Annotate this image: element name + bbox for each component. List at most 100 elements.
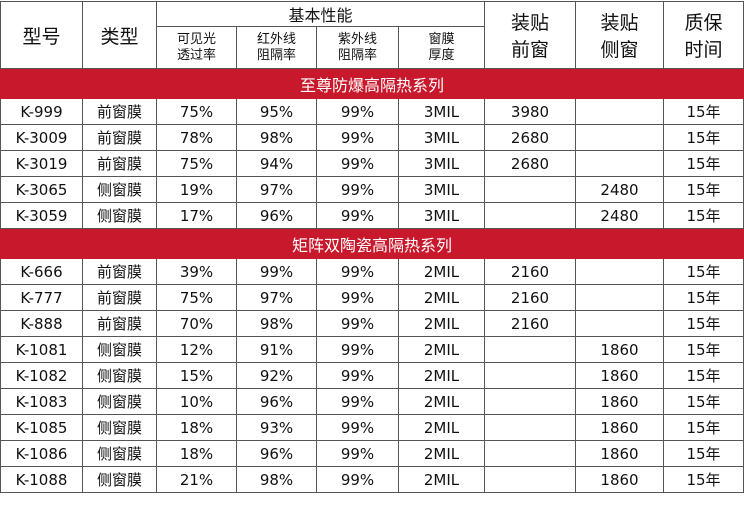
cell-ir: 92% — [236, 362, 317, 389]
cell-front: 2680 — [484, 150, 577, 177]
cell-thickness: 2MIL — [397, 336, 486, 363]
cell-type: 前窗膜 — [82, 98, 157, 125]
cell-uv: 99% — [316, 310, 399, 337]
cell-ir: 98% — [236, 124, 317, 151]
header-type: 类型 — [82, 1, 157, 69]
cell-ir: 99% — [236, 258, 317, 285]
cell-side: 2480 — [575, 202, 665, 229]
cell-front — [484, 388, 577, 415]
cell-warranty: 15年 — [663, 150, 744, 177]
cell-thickness: 3MIL — [397, 124, 486, 151]
cell-ir: 98% — [236, 466, 317, 493]
cell-ir: 91% — [236, 336, 317, 363]
cell-type: 侧窗膜 — [82, 202, 157, 229]
table-row: K-777 前窗膜 75% 97% 99% 2MIL 2160 15年 — [0, 284, 744, 311]
cell-model: K-888 — [0, 310, 83, 337]
section-band: 矩阵双陶瓷高隔热系列 — [0, 228, 744, 259]
header-side-price: 装贴 侧窗 — [575, 1, 665, 69]
header-ir: 红外线 阻隔率 — [236, 26, 317, 69]
cell-uv: 99% — [316, 258, 399, 285]
cell-thickness: 2MIL — [397, 310, 486, 337]
cell-thickness: 2MIL — [397, 284, 486, 311]
cell-front — [484, 440, 577, 467]
cell-vlt: 75% — [156, 150, 237, 177]
cell-warranty: 15年 — [663, 362, 744, 389]
cell-ir: 97% — [236, 176, 317, 203]
cell-vlt: 19% — [156, 176, 237, 203]
cell-uv: 99% — [316, 440, 399, 467]
table-row: K-1083 侧窗膜 10% 96% 99% 2MIL 1860 15年 — [0, 388, 744, 415]
cell-thickness: 2MIL — [397, 258, 486, 285]
cell-type: 前窗膜 — [82, 310, 157, 337]
cell-side — [575, 98, 665, 125]
cell-warranty: 15年 — [663, 388, 744, 415]
cell-type: 侧窗膜 — [82, 466, 157, 493]
cell-ir: 93% — [236, 414, 317, 441]
cell-model: K-1083 — [0, 388, 83, 415]
cell-type: 前窗膜 — [82, 150, 157, 177]
cell-model: K-666 — [0, 258, 83, 285]
cell-side: 1860 — [575, 362, 665, 389]
cell-vlt: 21% — [156, 466, 237, 493]
cell-side: 1860 — [575, 440, 665, 467]
cell-uv: 99% — [316, 202, 399, 229]
cell-side: 1860 — [575, 336, 665, 363]
cell-model: K-777 — [0, 284, 83, 311]
cell-uv: 99% — [316, 176, 399, 203]
table-row: K-666 前窗膜 39% 99% 99% 2MIL 2160 15年 — [0, 258, 744, 285]
cell-uv: 99% — [316, 124, 399, 151]
cell-type: 前窗膜 — [82, 258, 157, 285]
table-row: K-999 前窗膜 75% 95% 99% 3MIL 3980 15年 — [0, 98, 744, 125]
cell-warranty: 15年 — [663, 466, 744, 493]
header-vlt: 可见光 透过率 — [156, 26, 237, 69]
cell-type: 侧窗膜 — [82, 362, 157, 389]
cell-warranty: 15年 — [663, 176, 744, 203]
cell-front: 2160 — [484, 284, 577, 311]
cell-vlt: 17% — [156, 202, 237, 229]
cell-uv: 99% — [316, 466, 399, 493]
cell-uv: 99% — [316, 98, 399, 125]
cell-type: 前窗膜 — [82, 284, 157, 311]
cell-model: K-1082 — [0, 362, 83, 389]
cell-warranty: 15年 — [663, 202, 744, 229]
header-uv: 紫外线 阻隔率 — [316, 26, 399, 69]
cell-warranty: 15年 — [663, 336, 744, 363]
cell-uv: 99% — [316, 284, 399, 311]
cell-uv: 99% — [316, 362, 399, 389]
header-warranty: 质保 时间 — [663, 1, 744, 69]
header-thickness: 窗膜 厚度 — [397, 26, 486, 69]
cell-vlt: 70% — [156, 310, 237, 337]
cell-model: K-3019 — [0, 150, 83, 177]
cell-type: 侧窗膜 — [82, 336, 157, 363]
cell-thickness: 2MIL — [397, 362, 486, 389]
cell-uv: 99% — [316, 388, 399, 415]
cell-model: K-1081 — [0, 336, 83, 363]
cell-warranty: 15年 — [663, 98, 744, 125]
cell-vlt: 10% — [156, 388, 237, 415]
cell-uv: 99% — [316, 414, 399, 441]
cell-vlt: 75% — [156, 98, 237, 125]
cell-ir: 96% — [236, 440, 317, 467]
cell-side: 1860 — [575, 414, 665, 441]
cell-ir: 96% — [236, 388, 317, 415]
cell-vlt: 39% — [156, 258, 237, 285]
cell-thickness: 3MIL — [397, 176, 486, 203]
table-row: K-3009 前窗膜 78% 98% 99% 3MIL 2680 15年 — [0, 124, 744, 151]
cell-front — [484, 414, 577, 441]
cell-front: 2160 — [484, 310, 577, 337]
cell-uv: 99% — [316, 150, 399, 177]
cell-warranty: 15年 — [663, 310, 744, 337]
section-title: 至尊防爆高隔热系列 — [0, 68, 744, 99]
cell-side — [575, 258, 665, 285]
table-row: K-1088 侧窗膜 21% 98% 99% 2MIL 1860 15年 — [0, 466, 744, 493]
cell-model: K-3065 — [0, 176, 83, 203]
header-front-price: 装贴 前窗 — [484, 1, 577, 69]
cell-front — [484, 176, 577, 203]
cell-model: K-1086 — [0, 440, 83, 467]
cell-front — [484, 336, 577, 363]
section-title: 矩阵双陶瓷高隔热系列 — [0, 228, 744, 259]
cell-vlt: 18% — [156, 440, 237, 467]
table-row: K-1086 侧窗膜 18% 96% 99% 2MIL 1860 15年 — [0, 440, 744, 467]
cell-front — [484, 202, 577, 229]
cell-ir: 95% — [236, 98, 317, 125]
